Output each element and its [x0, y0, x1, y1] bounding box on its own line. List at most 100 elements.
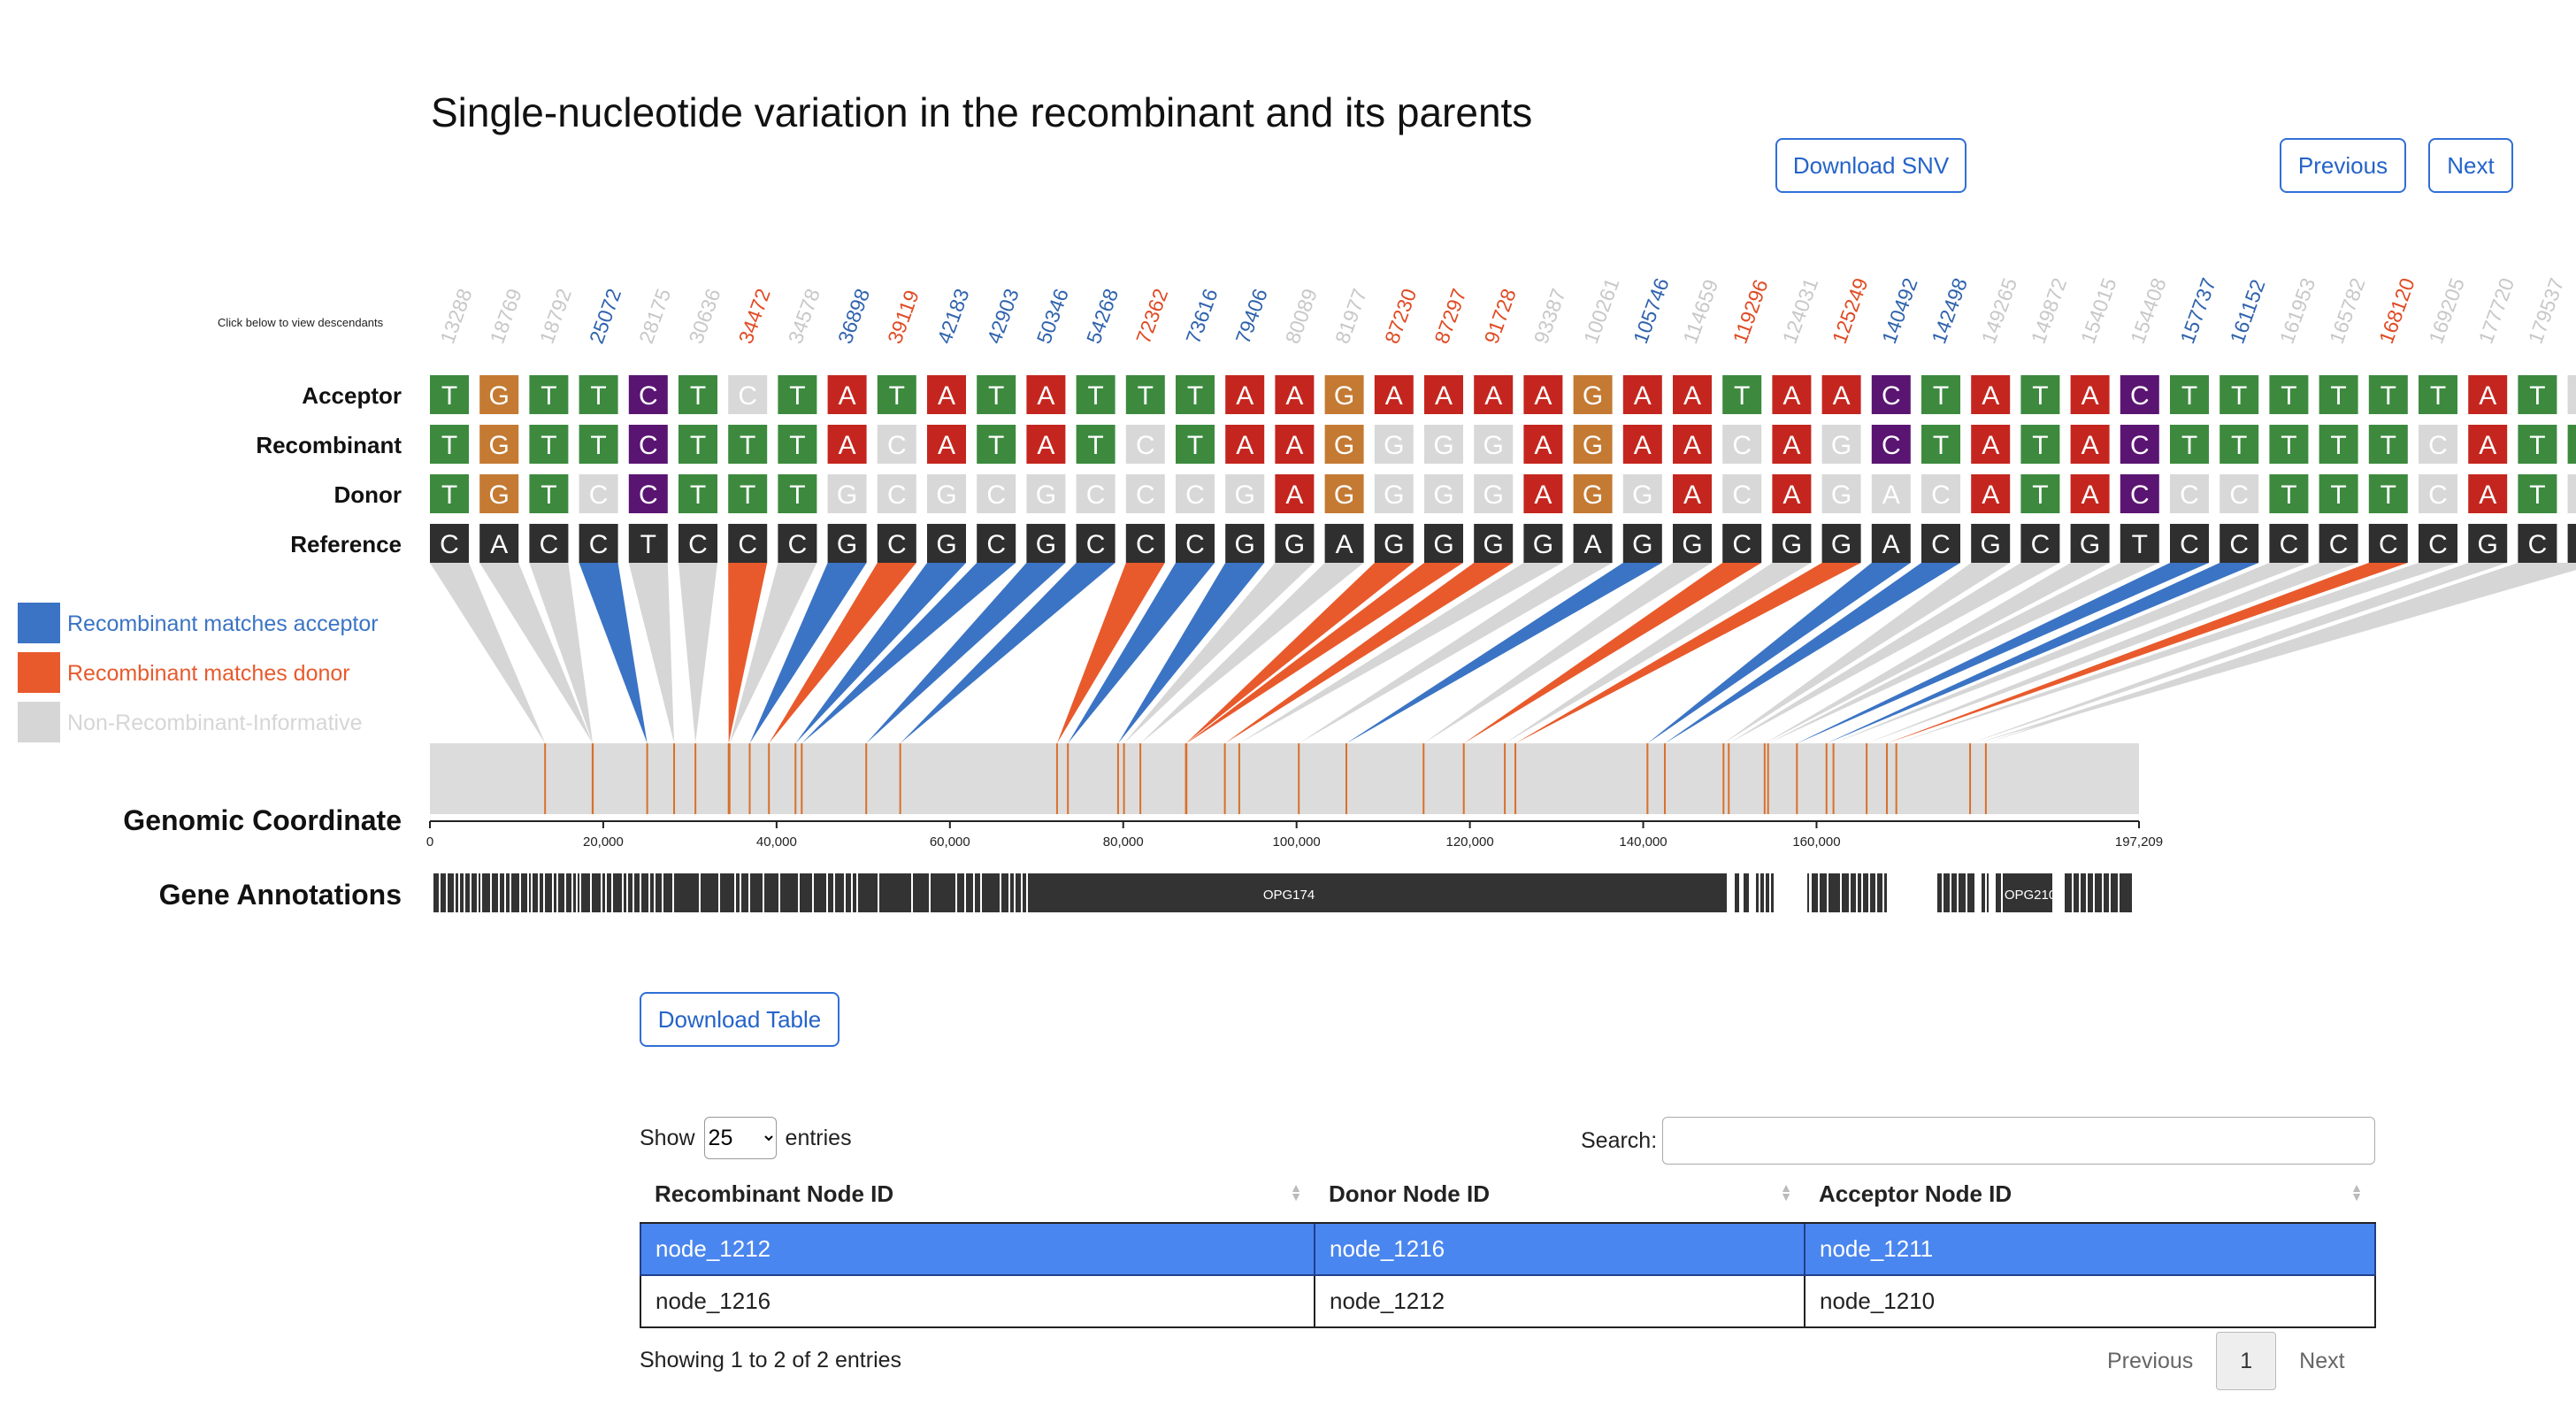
donor-nucleotide[interactable]: C	[977, 474, 1016, 513]
reference-nucleotide[interactable]: C	[877, 524, 916, 563]
recombinant-nucleotide[interactable]: C	[628, 425, 668, 464]
acceptor-nucleotide[interactable]: A	[1474, 375, 1514, 414]
acceptor-nucleotide[interactable]: T	[2518, 375, 2557, 414]
position-label[interactable]: 154015	[2076, 275, 2121, 347]
donor-nucleotide[interactable]: T	[529, 474, 569, 513]
recombinant-nucleotide[interactable]: A	[1772, 425, 1812, 464]
pagination-next[interactable]: Next	[2299, 1349, 2345, 1373]
recombinant-nucleotide[interactable]: A	[1523, 425, 1563, 464]
acceptor-nucleotide[interactable]: A	[1424, 375, 1463, 414]
reference-nucleotide[interactable]: C	[430, 524, 469, 563]
donor-nucleotide[interactable]: G	[1622, 474, 1662, 513]
reference-nucleotide[interactable]: T	[628, 524, 668, 563]
acceptor-nucleotide[interactable]: T	[1176, 375, 1215, 414]
position-label[interactable]: 87297	[1430, 286, 1470, 347]
recombinant-nucleotide[interactable]: C	[1722, 425, 1762, 464]
donor-nucleotide[interactable]: C	[2170, 474, 2209, 513]
acceptor-nucleotide[interactable]: A	[827, 375, 867, 414]
acceptor-nucleotide[interactable]: A	[1971, 375, 2011, 414]
column-header-acceptor[interactable]: Acceptor Node ID ▲ ▼	[1805, 1165, 2375, 1224]
acceptor-nucleotide[interactable]: T	[877, 375, 916, 414]
donor-nucleotide[interactable]: G	[927, 474, 966, 513]
recombinant-nucleotide[interactable]: T	[778, 425, 817, 464]
recombinant-nucleotide[interactable]: T	[579, 425, 618, 464]
reference-nucleotide[interactable]: C	[529, 524, 569, 563]
recombinant-nucleotide[interactable]: A	[1026, 425, 1066, 464]
reference-nucleotide[interactable]: C	[2319, 524, 2358, 563]
recombinant-nucleotide[interactable]: G	[1324, 425, 1364, 464]
acceptor-nucleotide[interactable]: A	[1275, 375, 1315, 414]
recombinant-nucleotide[interactable]: T	[2567, 425, 2576, 464]
pagination-previous[interactable]: Previous	[2107, 1349, 2194, 1373]
recombinant-nucleotide[interactable]: G	[1374, 425, 1414, 464]
acceptor-nucleotide[interactable]: T	[529, 375, 569, 414]
position-label[interactable]: 36898	[833, 286, 874, 347]
reference-nucleotide[interactable]: C	[1125, 524, 1165, 563]
acceptor-nucleotide[interactable]: T	[1125, 375, 1165, 414]
acceptor-nucleotide[interactable]: T	[579, 375, 618, 414]
search-input[interactable]	[1662, 1117, 2376, 1165]
reference-nucleotide[interactable]: C	[1722, 524, 1762, 563]
position-label[interactable]: 39119	[883, 287, 924, 346]
download-snv-button[interactable]: Download SNV	[1775, 138, 1966, 193]
donor-nucleotide[interactable]: A	[1772, 474, 1812, 513]
reference-nucleotide[interactable]: C	[2419, 524, 2457, 563]
donor-nucleotide[interactable]: C	[1176, 474, 1215, 513]
gene-annotation-track[interactable]: OPG174 OPG210	[433, 873, 2132, 912]
donor-nucleotide[interactable]: T	[2368, 474, 2408, 513]
position-label[interactable]: 125249	[1828, 275, 1873, 347]
position-label[interactable]: 169205	[2424, 275, 2469, 347]
acceptor-nucleotide[interactable]: G	[1573, 375, 1613, 414]
table-row[interactable]: node_1212 node_1216 node_1211	[640, 1222, 2376, 1276]
position-label[interactable]: 140492	[1877, 275, 1922, 347]
donor-nucleotide[interactable]: C	[1722, 474, 1762, 513]
acceptor-nucleotide[interactable]: T	[1076, 375, 1116, 414]
reference-nucleotide[interactable]: G	[1821, 524, 1861, 563]
donor-nucleotide[interactable]: G	[1573, 474, 1613, 513]
position-label[interactable]: 114659	[1678, 276, 1722, 346]
donor-nucleotide[interactable]: G	[1324, 474, 1364, 513]
reference-nucleotide[interactable]: G	[1026, 524, 1066, 563]
acceptor-nucleotide[interactable]: A	[1821, 375, 1861, 414]
recombinant-nucleotide[interactable]: T	[2269, 425, 2309, 464]
recombinant-nucleotide[interactable]: A	[1673, 425, 1712, 464]
donor-nucleotide[interactable]: A	[1971, 474, 2011, 513]
position-label[interactable]: 81977	[1330, 286, 1371, 347]
donor-nucleotide[interactable]: G	[1374, 474, 1414, 513]
reference-nucleotide[interactable]: C	[2368, 524, 2408, 563]
position-label[interactable]: 157737	[2175, 275, 2220, 347]
position-label[interactable]: 142498	[1927, 275, 1972, 347]
position-label[interactable]: 25072	[585, 286, 625, 347]
donor-nucleotide[interactable]: G	[827, 474, 867, 513]
reference-nucleotide[interactable]: C	[2020, 524, 2060, 563]
donor-nucleotide[interactable]: G	[479, 474, 519, 513]
recombinant-nucleotide[interactable]: T	[529, 425, 569, 464]
position-label[interactable]: 91728	[1479, 286, 1520, 347]
position-label[interactable]: 73616	[1181, 286, 1222, 347]
position-label[interactable]: 93387	[1530, 286, 1570, 347]
position-label[interactable]: 80089	[1281, 286, 1322, 347]
recombinant-nucleotide[interactable]: G	[1821, 425, 1861, 464]
entries-select[interactable]: 25	[703, 1117, 777, 1159]
donor-nucleotide[interactable]: T	[778, 474, 817, 513]
reference-nucleotide[interactable]: G	[2070, 524, 2110, 563]
reference-nucleotide[interactable]: G	[1971, 524, 2011, 563]
donor-nucleotide[interactable]: G	[1474, 474, 1514, 513]
acceptor-nucleotide[interactable]: C	[728, 375, 768, 414]
position-label[interactable]: 30636	[684, 286, 724, 347]
position-label[interactable]: 18792	[535, 286, 576, 347]
reference-nucleotide[interactable]: C	[2567, 524, 2576, 563]
acceptor-nucleotide[interactable]: T	[1722, 375, 1762, 414]
donor-nucleotide[interactable]: C	[1125, 474, 1165, 513]
reference-nucleotide[interactable]: C	[678, 524, 717, 563]
recombinant-nucleotide[interactable]: A	[1971, 425, 2011, 464]
acceptor-nucleotide[interactable]: A	[1026, 375, 1066, 414]
acceptor-nucleotide[interactable]: A	[1523, 375, 1563, 414]
donor-nucleotide[interactable]: G	[1026, 474, 1066, 513]
donor-nucleotide[interactable]: T	[2319, 474, 2358, 513]
acceptor-nucleotide[interactable]: T	[977, 375, 1016, 414]
donor-nucleotide[interactable]: T	[2518, 474, 2557, 513]
position-label[interactable]: 34578	[784, 286, 824, 347]
position-label[interactable]: 179537	[2524, 275, 2569, 347]
recombinant-nucleotide[interactable]: T	[2319, 425, 2358, 464]
